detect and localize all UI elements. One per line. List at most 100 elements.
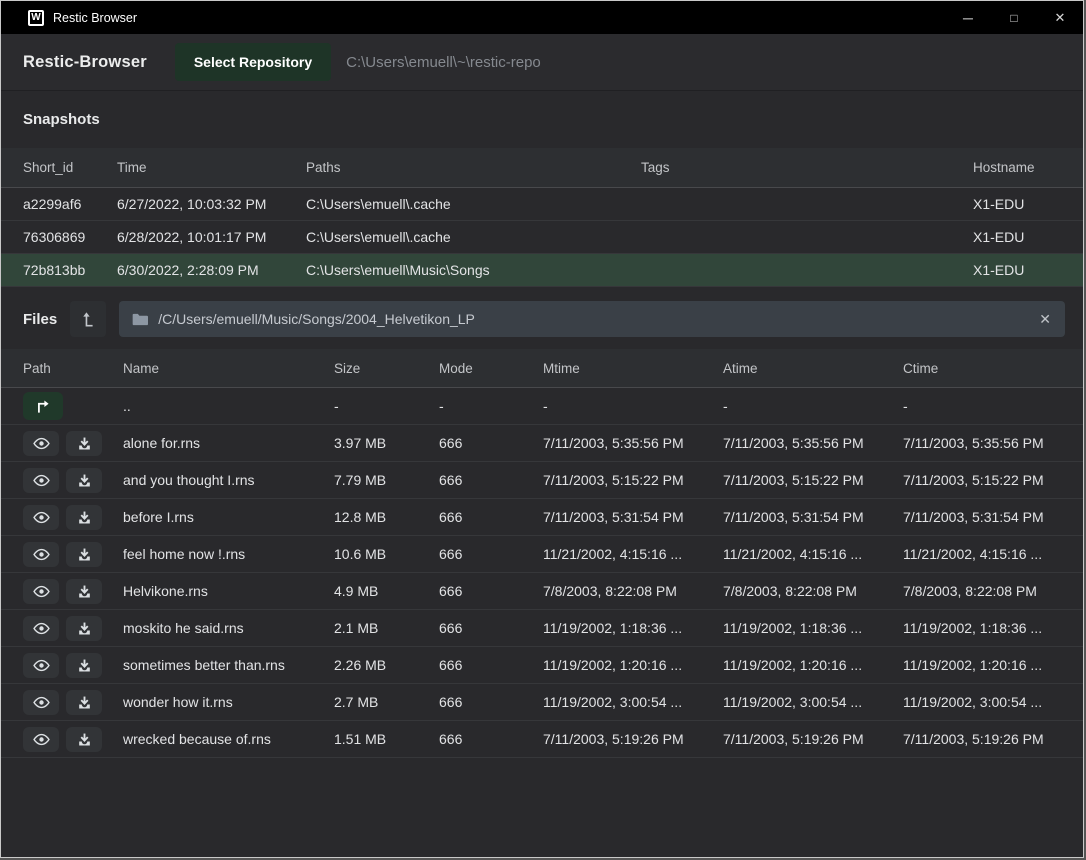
files-rows: ..-----alone for.rns3.97 MB6667/11/2003,… [1,388,1083,758]
preview-file-button[interactable] [23,468,59,493]
file-atime: 11/19/2002, 1:20:16 ... [723,657,903,673]
file-ctime: 11/19/2002, 1:20:16 ... [903,657,1065,673]
column-size: Size [334,361,439,376]
download-file-button[interactable] [66,579,102,604]
download-file-button[interactable] [66,690,102,715]
preview-file-button[interactable] [23,579,59,604]
download-file-button[interactable] [66,616,102,641]
snapshot-hostname: X1-EDU [973,229,1065,245]
minimize-button[interactable]: ─ [945,1,991,34]
snapshot-short-id: a2299af6 [23,196,117,212]
preview-file-button[interactable] [23,616,59,641]
eye-icon [33,695,50,710]
parent-directory-nav-button[interactable] [70,301,106,337]
column-mode: Mode [439,361,543,376]
snapshot-time: 6/28/2022, 10:01:17 PM [117,229,306,245]
maximize-button[interactable]: □ [991,1,1037,34]
file-row[interactable]: ..----- [1,388,1083,425]
file-name: sometimes better than.rns [123,657,334,673]
file-row-actions [23,616,123,641]
download-file-button[interactable] [66,727,102,752]
snapshot-hostname: X1-EDU [973,196,1065,212]
file-size: 2.1 MB [334,620,439,636]
file-row-actions [23,431,123,456]
file-ctime: 7/11/2003, 5:15:22 PM [903,472,1065,488]
download-file-button[interactable] [66,542,102,567]
folder-icon [132,313,148,326]
file-row[interactable]: wonder how it.rns2.7 MB66611/19/2002, 3:… [1,684,1083,721]
eye-icon [33,510,50,525]
go-up-directory-button[interactable] [23,392,63,420]
eye-icon [33,547,50,562]
preview-file-button[interactable] [23,431,59,456]
snapshot-row[interactable]: 763068696/28/2022, 10:01:17 PMC:\Users\e… [1,221,1083,254]
file-mode: 666 [439,472,543,488]
preview-file-button[interactable] [23,653,59,678]
download-icon [77,658,92,673]
clear-path-button[interactable]: ✕ [1038,312,1052,326]
snapshots-section-title: Snapshots [23,111,100,128]
file-row[interactable]: feel home now !.rns10.6 MB66611/21/2002,… [1,536,1083,573]
file-name: wonder how it.rns [123,694,334,710]
file-row[interactable]: wrecked because of.rns1.51 MB6667/11/200… [1,721,1083,758]
preview-file-button[interactable] [23,542,59,567]
file-name: feel home now !.rns [123,546,334,562]
file-ctime: 7/11/2003, 5:31:54 PM [903,509,1065,525]
up-directory-arrow-icon [34,399,52,414]
window-controls: ─ □ ✕ [945,1,1083,34]
download-file-button[interactable] [66,431,102,456]
file-mode: 666 [439,509,543,525]
file-mtime: 11/19/2002, 1:20:16 ... [543,657,723,673]
file-row[interactable]: and you thought I.rns7.79 MB6667/11/2003… [1,462,1083,499]
download-icon [77,732,92,747]
file-row-actions [23,392,123,420]
eye-icon [33,473,50,488]
snapshot-paths: C:\Users\emuell\.cache [306,229,641,245]
close-button[interactable]: ✕ [1037,1,1083,34]
eye-icon [33,732,50,747]
preview-file-button[interactable] [23,505,59,530]
column-paths: Paths [306,160,641,175]
file-atime: 7/11/2003, 5:15:22 PM [723,472,903,488]
file-atime: 7/11/2003, 5:31:54 PM [723,509,903,525]
file-mtime: 11/19/2002, 1:18:36 ... [543,620,723,636]
file-ctime: 7/11/2003, 5:35:56 PM [903,435,1065,451]
file-row[interactable]: before I.rns12.8 MB6667/11/2003, 5:31:54… [1,499,1083,536]
column-path: Path [23,361,123,376]
l-up-arrow-icon [81,311,96,328]
titlebar: W Restic Browser ─ □ ✕ [1,1,1083,34]
file-path-input[interactable] [158,311,1028,327]
file-mtime: 7/11/2003, 5:31:54 PM [543,509,723,525]
preview-file-button[interactable] [23,727,59,752]
file-row[interactable]: sometimes better than.rns2.26 MB66611/19… [1,647,1083,684]
file-size: 2.26 MB [334,657,439,673]
snapshot-hostname: X1-EDU [973,262,1065,278]
file-size: 7.79 MB [334,472,439,488]
snapshot-row[interactable]: 72b813bb6/30/2022, 2:28:09 PMC:\Users\em… [1,254,1083,287]
download-file-button[interactable] [66,505,102,530]
column-atime: Atime [723,361,903,376]
file-name: before I.rns [123,509,334,525]
select-repository-button[interactable]: Select Repository [175,43,331,81]
file-ctime: 7/11/2003, 5:19:26 PM [903,731,1065,747]
file-mode: 666 [439,583,543,599]
file-size: 1.51 MB [334,731,439,747]
snapshot-short-id: 76306869 [23,229,117,245]
files-table-header: Path Name Size Mode Mtime Atime Ctime [1,349,1083,388]
snapshots-table: Short_id Time Paths Tags Hostname a2299a… [1,148,1083,287]
snapshot-row[interactable]: a2299af66/27/2022, 10:03:32 PMC:\Users\e… [1,188,1083,221]
file-row-actions [23,690,123,715]
file-row-actions [23,468,123,493]
file-row[interactable]: moskito he said.rns2.1 MB66611/19/2002, … [1,610,1083,647]
file-row[interactable]: alone for.rns3.97 MB6667/11/2003, 5:35:5… [1,425,1083,462]
preview-file-button[interactable] [23,690,59,715]
download-icon [77,695,92,710]
column-hostname: Hostname [973,160,1065,175]
file-name: .. [123,398,334,414]
files-table: Path Name Size Mode Mtime Atime Ctime ..… [1,349,1083,758]
download-file-button[interactable] [66,468,102,493]
file-size: 10.6 MB [334,546,439,562]
download-file-button[interactable] [66,653,102,678]
snapshots-section-head: Snapshots [1,91,1083,148]
file-row[interactable]: Helvikone.rns4.9 MB6667/8/2003, 8:22:08 … [1,573,1083,610]
